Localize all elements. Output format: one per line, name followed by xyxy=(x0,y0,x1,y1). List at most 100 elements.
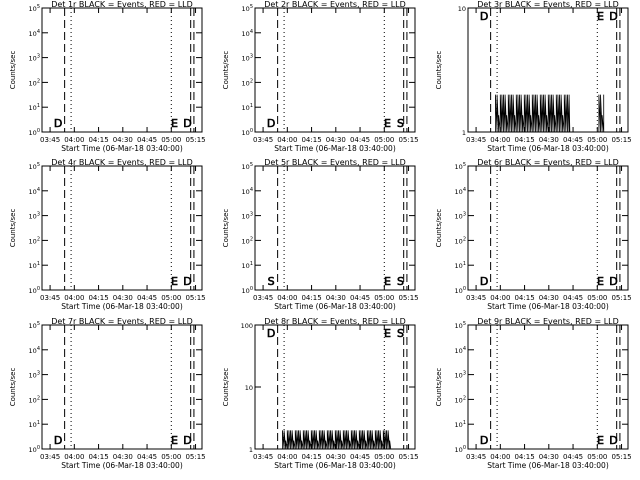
x-tick-label: 04:00 xyxy=(277,136,297,144)
y-tick-label: 104 xyxy=(242,187,253,196)
x-tick-label: 04:30 xyxy=(113,294,133,302)
event-letter-marker: S xyxy=(397,117,404,130)
y-tick-label: 105 xyxy=(455,162,466,171)
y-tick-label: 103 xyxy=(455,371,466,380)
y-tick-label: 102 xyxy=(29,395,40,404)
x-tick-label: 05:15 xyxy=(611,294,631,302)
x-tick-label: 03:45 xyxy=(466,136,486,144)
x-tick-label: 04:30 xyxy=(539,453,559,461)
x-tick-label: 04:00 xyxy=(490,294,510,302)
y-axis-label: Counts/sec xyxy=(9,209,17,248)
event-letter-marker: D xyxy=(267,327,275,340)
y-tick-label: 101 xyxy=(242,103,253,112)
x-tick-label: 04:45 xyxy=(350,294,370,302)
event-rate-series xyxy=(282,430,392,450)
x-axis-label: Start Time (06-Mar-18 03:40:00) xyxy=(61,144,183,153)
y-axis-label: Counts/sec xyxy=(435,368,443,407)
y-tick-label: 100 xyxy=(455,445,466,454)
x-axis-label: Start Time (06-Mar-18 03:40:00) xyxy=(61,302,183,311)
chart-panel: Det 4r BLACK = Events, RED = LLD 100 101 10… xyxy=(9,158,206,311)
x-tick-label: 05:15 xyxy=(398,294,418,302)
x-axis-label: Start Time (06-Mar-18 03:40:00) xyxy=(487,302,609,311)
y-tick-label: 101 xyxy=(455,420,466,429)
y-tick-label: 105 xyxy=(242,162,253,171)
y-tick-label: 103 xyxy=(242,54,253,63)
event-letter-marker: D xyxy=(480,10,488,23)
x-tick-label: 04:15 xyxy=(514,453,534,461)
x-tick-label: 05:00 xyxy=(161,294,181,302)
event-letter-marker: D xyxy=(480,275,488,288)
x-tick-label: 03:45 xyxy=(466,294,486,302)
x-axis-label: Start Time (06-Mar-18 03:40:00) xyxy=(487,144,609,153)
y-tick-label: 102 xyxy=(242,78,253,87)
event-letter-marker: D xyxy=(183,117,191,130)
event-letter-marker: D xyxy=(609,434,617,447)
plot-frame xyxy=(254,165,416,291)
event-letter-marker: S xyxy=(397,327,404,340)
y-tick-label: 10 xyxy=(245,384,253,392)
y-tick-label: 105 xyxy=(29,321,40,330)
plot-frame xyxy=(41,324,203,450)
y-tick-label: 104 xyxy=(455,187,466,196)
y-axis-label: Counts/sec xyxy=(9,368,17,407)
x-axis-label: Start Time (06-Mar-18 03:40:00) xyxy=(274,144,396,153)
chart-panel: Det 6r BLACK = Events, RED = LLD 100 101 10… xyxy=(435,158,632,311)
x-tick-label: 04:15 xyxy=(88,294,108,302)
chart-panel: Det 2r BLACK = Events, RED = LLD 100 101 10… xyxy=(222,0,419,153)
x-tick-label: 05:15 xyxy=(611,136,631,144)
y-tick-label: 100 xyxy=(455,286,466,295)
panel-title: Det 6r BLACK = Events, RED = LLD xyxy=(477,158,619,167)
x-tick-label: 05:00 xyxy=(587,453,607,461)
x-tick-label: 04:00 xyxy=(277,294,297,302)
x-tick-label: 04:30 xyxy=(326,136,346,144)
chart-panel: Det 7r BLACK = Events, RED = LLD 100 101 10… xyxy=(9,317,206,470)
x-tick-label: 04:45 xyxy=(563,453,583,461)
x-tick-label: 04:45 xyxy=(137,453,157,461)
y-tick-label: 102 xyxy=(242,236,253,245)
y-tick-label: 105 xyxy=(242,4,253,13)
event-letter-marker: D xyxy=(54,117,62,130)
y-tick-label: 105 xyxy=(29,4,40,13)
event-letter-marker: D xyxy=(267,117,275,130)
x-tick-label: 04:30 xyxy=(326,453,346,461)
event-letter-marker: E xyxy=(171,275,178,288)
y-tick-label: 102 xyxy=(455,395,466,404)
panel-title: Det 4r BLACK = Events, RED = LLD xyxy=(51,158,193,167)
y-tick-label: 103 xyxy=(242,212,253,221)
event-rate-series xyxy=(495,94,571,133)
y-tick-label: 105 xyxy=(29,162,40,171)
y-tick-label: 104 xyxy=(455,346,466,355)
y-tick-label: 102 xyxy=(29,78,40,87)
x-tick-label: 04:30 xyxy=(539,294,559,302)
event-letter-marker: D xyxy=(609,275,617,288)
chart-panel: Det 3r BLACK = Events, RED = LLD 1 10 03:45… xyxy=(435,0,632,153)
plot-frame xyxy=(41,7,203,133)
event-letter-marker: E xyxy=(384,117,391,130)
y-tick-label: 100 xyxy=(242,286,253,295)
chart-panel: Det 1r BLACK = Events, RED = LLD 100 101 10… xyxy=(9,0,206,153)
x-tick-label: 04:45 xyxy=(137,294,157,302)
chart-panel: Det 5r BLACK = Events, RED = LLD 100 101 10… xyxy=(222,158,419,311)
plot-frame xyxy=(41,165,203,291)
y-tick-label: 103 xyxy=(29,212,40,221)
event-letter-marker: E xyxy=(384,275,391,288)
event-letter-marker: E xyxy=(171,434,178,447)
x-tick-label: 05:15 xyxy=(185,453,205,461)
x-tick-label: 05:15 xyxy=(398,453,418,461)
y-tick-label: 101 xyxy=(29,420,40,429)
x-tick-label: 04:45 xyxy=(563,294,583,302)
x-tick-label: 05:00 xyxy=(161,136,181,144)
y-tick-label: 100 xyxy=(29,286,40,295)
x-axis-label: Start Time (06-Mar-18 03:40:00) xyxy=(61,461,183,470)
x-tick-label: 05:00 xyxy=(587,136,607,144)
y-axis-label: Counts/sec xyxy=(222,51,230,90)
y-axis-label: Counts/sec xyxy=(222,209,230,248)
event-letter-marker: S xyxy=(397,275,404,288)
x-tick-label: 05:15 xyxy=(185,294,205,302)
y-tick-label: 1 xyxy=(462,129,466,137)
y-tick-label: 1 xyxy=(249,446,253,454)
x-tick-label: 04:15 xyxy=(301,294,321,302)
y-tick-label: 104 xyxy=(29,187,40,196)
x-tick-label: 05:15 xyxy=(398,136,418,144)
